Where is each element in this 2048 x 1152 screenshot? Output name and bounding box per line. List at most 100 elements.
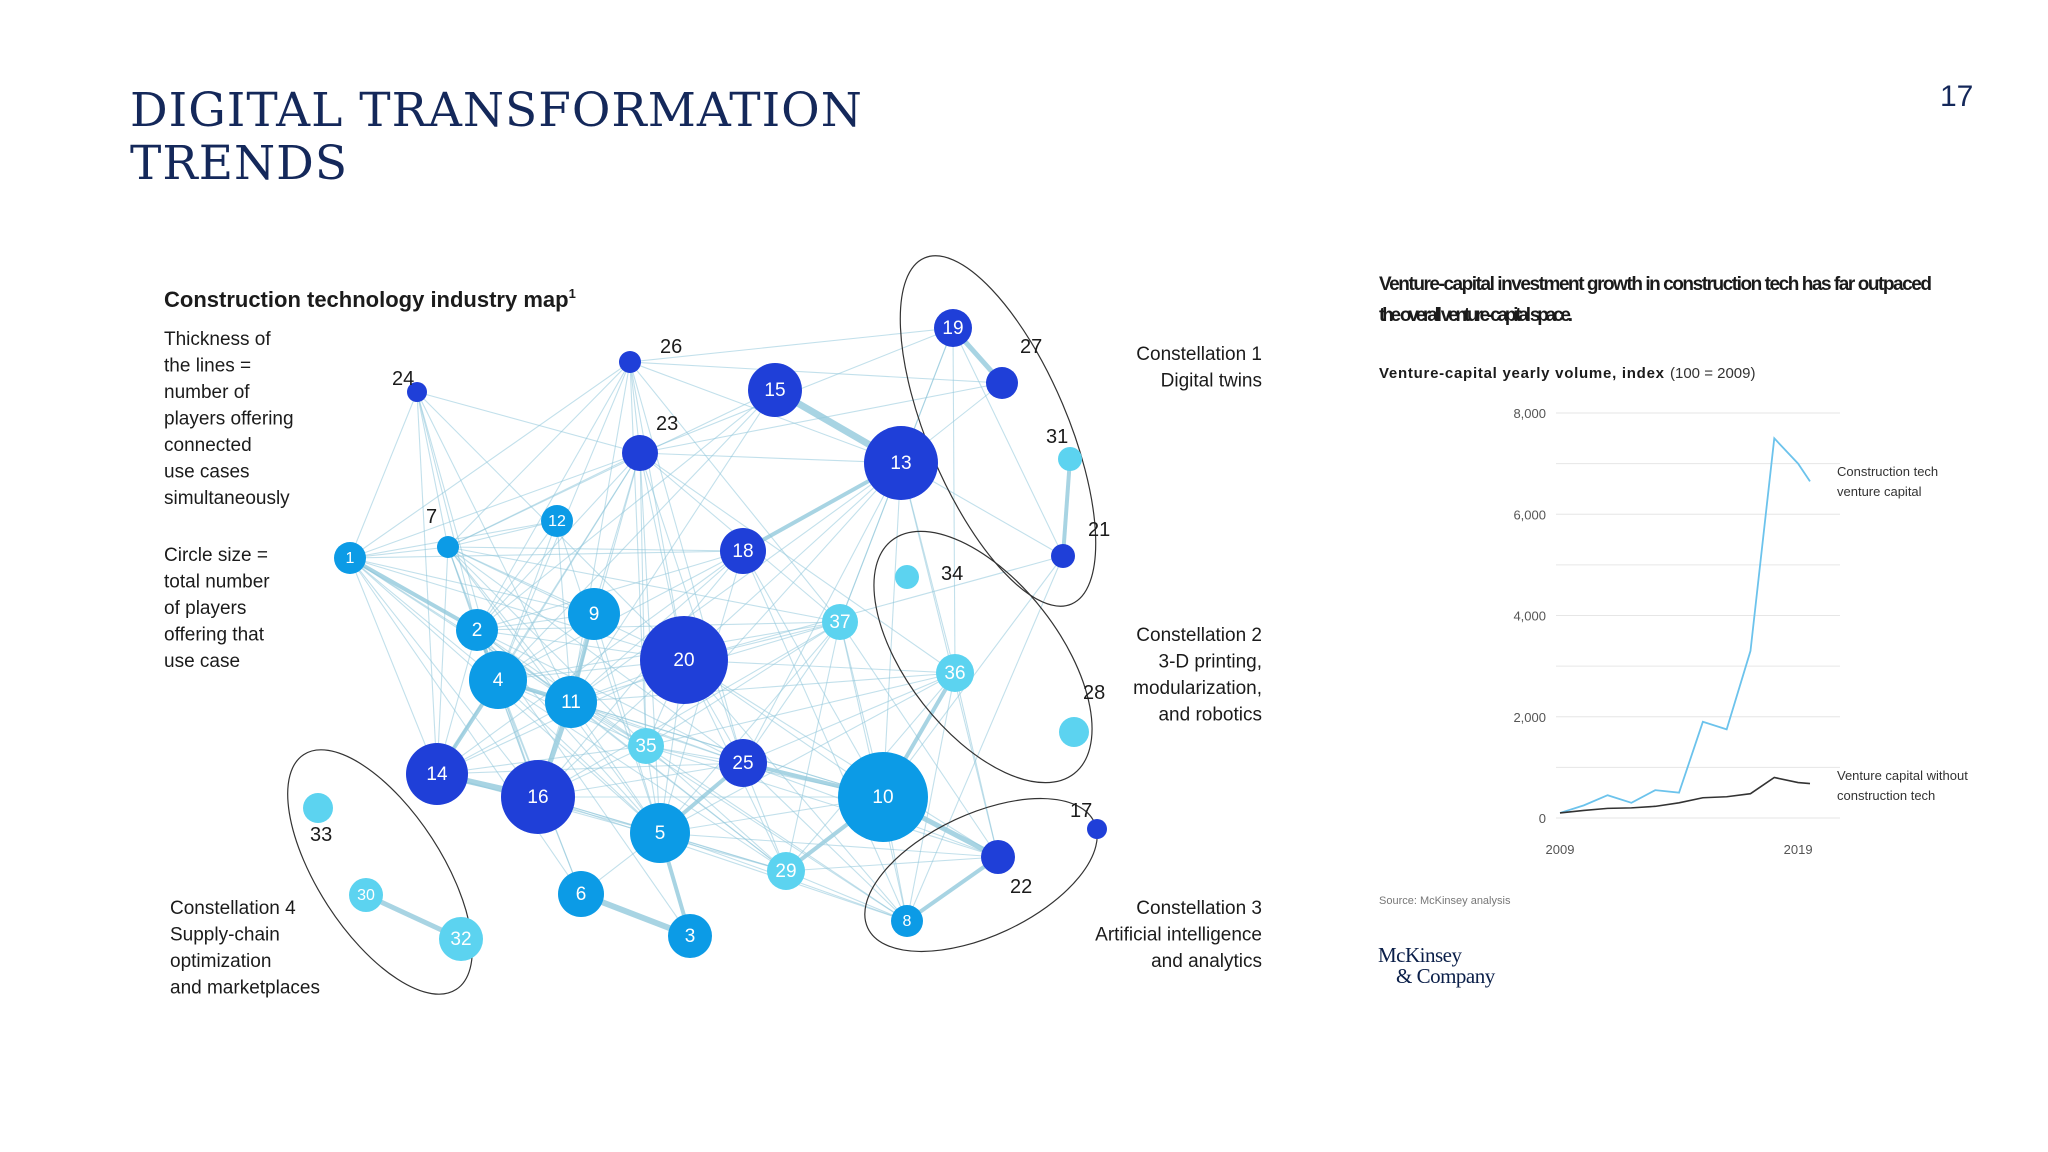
node-label: 17 (1070, 800, 1092, 822)
edge (537, 550, 744, 798)
edge (659, 621, 841, 834)
network-text: Construction technology industry map1 Thi… (164, 286, 1262, 999)
constellation-label: Artificial intelligence (1095, 925, 1262, 946)
legend-line-thickness: use cases (164, 462, 250, 483)
vc-chart-grid: 0 2,000 4,000 6,000 8,000 2009 2019 (1513, 406, 1840, 857)
constellation-label: and marketplaces (170, 978, 320, 999)
edge (447, 546, 572, 703)
edge (570, 361, 631, 703)
node-circle (864, 426, 938, 500)
legend-circle-size: total number (164, 572, 270, 593)
node-circle (349, 878, 383, 912)
vc-source: Source: McKinsey analysis (1379, 895, 1511, 907)
edge (785, 856, 999, 872)
edge (497, 679, 661, 834)
series-construction-tech (1559, 436, 1811, 814)
edge (349, 391, 418, 559)
edge (436, 452, 641, 775)
node-number: 25 (732, 753, 753, 774)
edge (570, 452, 641, 703)
node-label: 34 (941, 563, 963, 585)
edge (447, 546, 744, 764)
edge (645, 672, 956, 747)
node-circle (1058, 447, 1082, 471)
edge (349, 557, 539, 798)
node-label: 33 (310, 824, 332, 846)
constellation-label: and robotics (1158, 705, 1262, 726)
legend-line-thickness: connected (164, 435, 252, 456)
node-circle (439, 917, 483, 961)
node-circle (767, 852, 805, 890)
logo-line1: McKinsey (1378, 943, 1462, 967)
node-circle (437, 536, 459, 558)
node-number: 20 (673, 650, 694, 671)
edge (785, 870, 908, 922)
edge (645, 745, 999, 858)
node-circle (303, 793, 333, 823)
node-number: 10 (872, 787, 893, 808)
edge-strong (349, 556, 478, 632)
edge (436, 546, 449, 775)
node-label: 24 (392, 368, 414, 390)
title-superscript: 1 (569, 286, 576, 301)
edge (436, 773, 787, 872)
edge (447, 546, 744, 552)
node-circle (469, 651, 527, 709)
edge (349, 452, 641, 559)
constellation-label: Constellation 1 (1136, 344, 1262, 365)
edge (742, 550, 908, 922)
edge (645, 745, 787, 872)
node-number: 6 (576, 884, 587, 905)
edge (742, 621, 841, 764)
constellation-outline (287, 749, 473, 995)
edge (416, 391, 438, 775)
edge (447, 520, 558, 548)
edge (882, 462, 902, 798)
edge (659, 832, 999, 858)
edge (639, 452, 956, 674)
node-number: 14 (426, 764, 448, 785)
constellation-label: Constellation 4 (170, 898, 296, 919)
node-circle (720, 528, 766, 574)
legend-circle-size: use case (164, 651, 240, 672)
node-circle (456, 609, 498, 651)
vc-chart-series: Construction tech venture capital Venture … (1559, 436, 1968, 814)
edge (436, 745, 647, 775)
edge (639, 382, 1003, 454)
node-number: 3 (685, 926, 696, 947)
node-circle (936, 654, 974, 692)
node-circle (541, 505, 573, 537)
node-circle (628, 728, 664, 764)
node-number: 5 (655, 823, 666, 844)
node-circle (1059, 717, 1089, 747)
edge (683, 659, 908, 922)
edge (416, 391, 478, 631)
vc-subtitle: Venture-capital yearly volume, index (1379, 365, 1665, 382)
node-circle (619, 351, 641, 373)
network-nodes: 1234567891011121314151617181920212223242… (303, 309, 1110, 961)
node-circle (822, 604, 858, 640)
node-number: 9 (589, 604, 600, 625)
node-number: 1 (346, 550, 355, 567)
edge (954, 672, 999, 858)
logo-line2: & Company (1396, 964, 1495, 988)
constellation-label: modularization, (1133, 678, 1262, 699)
edge (570, 672, 956, 703)
node-circle (838, 752, 928, 842)
series-label: Construction tech (1837, 464, 1938, 479)
node-number: 15 (764, 380, 785, 401)
node-circle (986, 367, 1018, 399)
node-circle (1051, 544, 1075, 568)
series-label: construction tech (1837, 788, 1935, 803)
edge (839, 621, 999, 858)
series-label: venture capital (1837, 484, 1922, 499)
node-label: 27 (1020, 336, 1042, 358)
edge (629, 361, 1003, 384)
node-number: 8 (903, 913, 912, 930)
node-number: 13 (890, 453, 911, 474)
mckinsey-logo: McKinsey & Company (1378, 945, 1495, 987)
node-number: 16 (527, 787, 548, 808)
edge (436, 550, 744, 775)
node-circle (891, 905, 923, 937)
